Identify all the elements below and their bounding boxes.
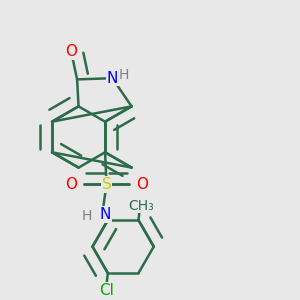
Text: N: N	[100, 207, 111, 222]
Text: N: N	[107, 71, 118, 86]
Text: O: O	[65, 177, 77, 192]
Text: Cl: Cl	[99, 283, 114, 298]
Text: H: H	[82, 209, 92, 223]
Text: CH₃: CH₃	[128, 199, 154, 212]
Text: O: O	[65, 44, 77, 59]
Text: H: H	[118, 68, 129, 82]
Text: O: O	[136, 177, 148, 192]
Text: S: S	[102, 177, 111, 192]
